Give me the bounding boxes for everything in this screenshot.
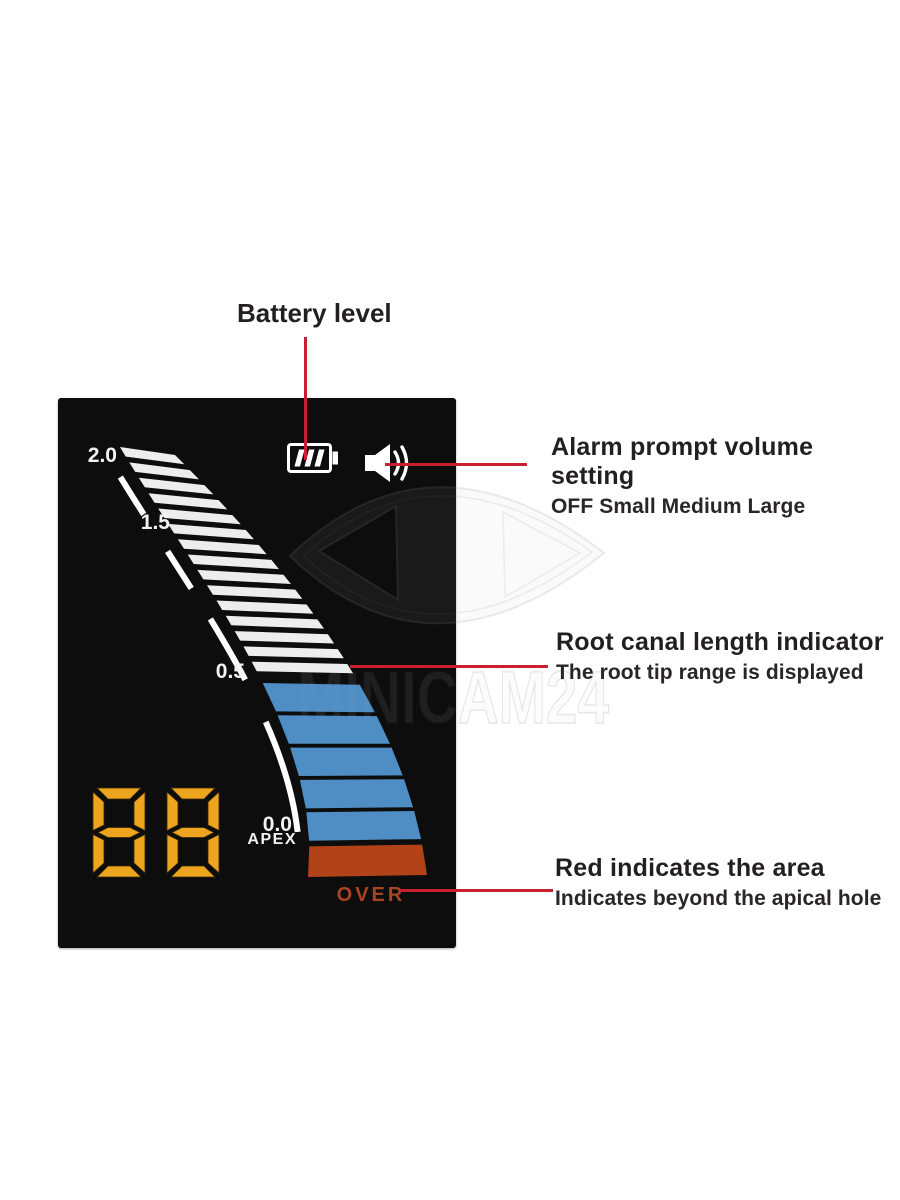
digit-8 — [92, 787, 146, 878]
over-pointer-line — [400, 889, 553, 892]
scale-bar — [158, 508, 241, 525]
alarm-annotation-subtitle: OFF Small Medium Large — [551, 495, 806, 518]
scale-bar — [148, 493, 228, 510]
scale-bar — [120, 447, 185, 465]
scale-bar — [177, 539, 267, 555]
alarm-annotation: Alarm prompt volume setting OFF Small Me… — [551, 433, 900, 519]
scale-bar — [207, 585, 303, 599]
scale-bar — [262, 683, 375, 713]
scale-bar — [225, 615, 324, 629]
apex-label: APEX — [247, 831, 297, 848]
battery-pointer-line — [304, 337, 307, 460]
scale-bar — [243, 646, 344, 659]
digit-8 — [166, 787, 220, 878]
alarm-annotation-title: Alarm prompt volume setting — [551, 433, 814, 490]
root-canal-pointer-line — [350, 665, 548, 668]
scale-label-0-5: 0.5 — [216, 660, 246, 683]
root-canal-annotation: Root canal length indicator The root tip… — [556, 628, 884, 685]
eye-pupil-triangle-icon — [503, 512, 580, 597]
battery-icon — [287, 443, 338, 473]
seven-segment-digits — [92, 787, 220, 878]
scale-bar — [308, 844, 427, 877]
scale-bar — [168, 523, 254, 540]
alarm-pointer-line — [385, 463, 527, 466]
scale-label-0-0: 0.0 — [263, 813, 292, 836]
battery-level-label: Battery level — [237, 298, 392, 328]
scale-dash-arc — [107, 458, 303, 888]
scale-bar — [299, 779, 414, 809]
scale-bars-group — [120, 447, 427, 877]
scale-bar — [187, 554, 279, 570]
scale-bar — [277, 715, 390, 744]
eye-pupil-triangle-icon — [503, 512, 580, 597]
scale-label-2-0: 2.0 — [88, 444, 117, 467]
red-area-annotation: Red indicates the area Indicates beyond … — [555, 854, 881, 911]
root-canal-annotation-title: Root canal length indicator — [556, 628, 884, 656]
scale-bar — [138, 477, 214, 495]
root-canal-annotation-subtitle: The root tip range is displayed — [556, 661, 864, 684]
red-area-annotation-title: Red indicates the area — [555, 854, 825, 882]
scale-bar — [197, 569, 291, 584]
scale-label-1-5: 1.5 — [141, 511, 171, 534]
scale-bar — [251, 661, 353, 674]
scale-bar — [306, 811, 422, 841]
red-area-annotation-subtitle: Indicates beyond the apical hole — [555, 887, 882, 910]
over-label: OVER — [337, 884, 406, 906]
scale-bar — [129, 462, 199, 480]
scale-bar — [290, 747, 403, 776]
screen-artwork: 2.0 1.5 0.5 0.0 APEX OVER — [88, 443, 427, 906]
scale-bar — [216, 600, 314, 614]
scale-bar — [234, 631, 335, 644]
